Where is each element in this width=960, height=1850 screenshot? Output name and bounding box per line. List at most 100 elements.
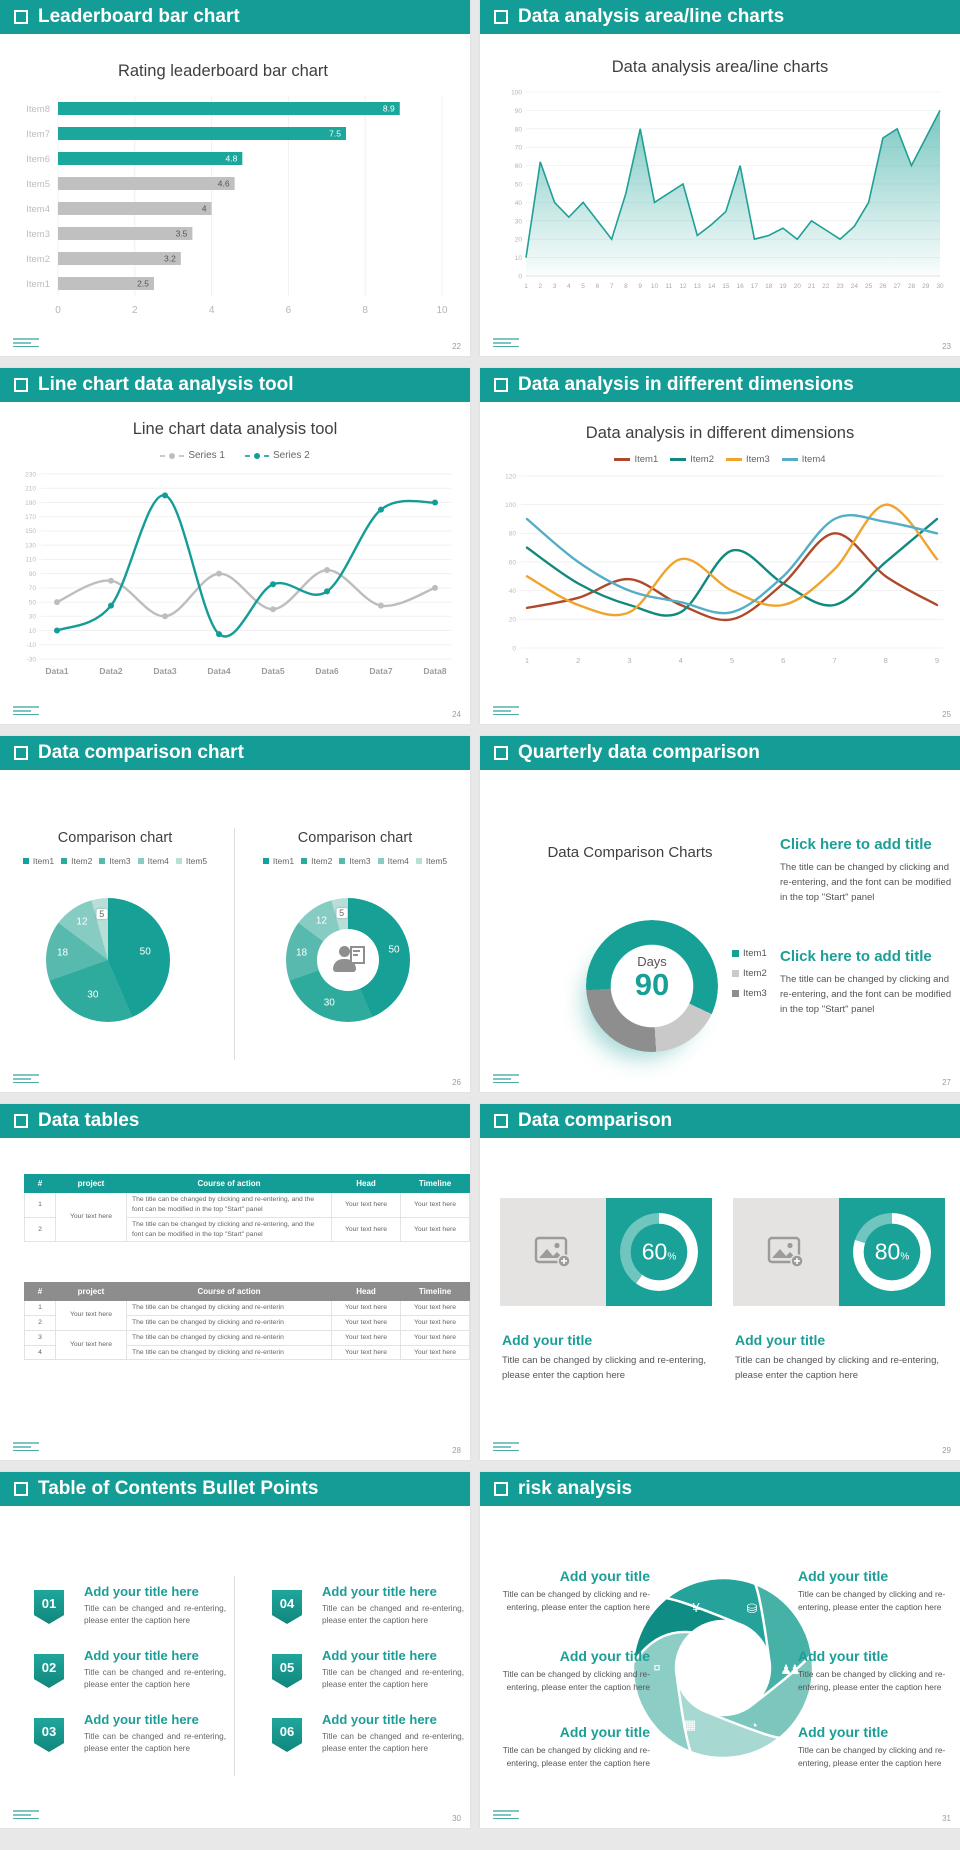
page-number: 23 — [942, 342, 951, 351]
svg-text:20: 20 — [515, 237, 523, 244]
pie-chart: 50 30 18 12 5 — [8, 882, 208, 1052]
table-cell: The title can be changed by clicking and… — [126, 1216, 332, 1243]
add-title-body-2: The title can be changed by clicking and… — [780, 974, 952, 1016]
footer-logo — [13, 1442, 39, 1451]
legend-item: Item1 — [22, 856, 54, 866]
table-cell: The title can be changed by clicking and… — [126, 1344, 332, 1361]
svg-text:8: 8 — [884, 656, 888, 665]
table-cell: Your text here — [331, 1192, 401, 1218]
legend-marker — [179, 454, 185, 457]
toc-item-caption: Title can be changed and re-entering, pl… — [84, 1604, 226, 1626]
svg-text:1: 1 — [525, 656, 529, 665]
presentation-board-icon — [350, 946, 365, 964]
legend-item: Item1 — [614, 454, 658, 465]
square-bullet-icon — [494, 746, 508, 760]
presenter-icon — [330, 945, 366, 975]
progress-ring-60 — [620, 1213, 698, 1291]
toc-item-title: Add your title here — [84, 1584, 199, 1599]
svg-text:40: 40 — [515, 200, 523, 207]
svg-text:22: 22 — [822, 283, 830, 290]
svg-text:26: 26 — [879, 283, 887, 290]
currency-icon: ¤ — [653, 1660, 661, 1675]
footer-logo — [13, 706, 39, 715]
svg-text:60: 60 — [515, 163, 523, 170]
slide-header-title: risk analysis — [518, 1478, 633, 1499]
svg-text:27: 27 — [894, 283, 902, 290]
svg-text:120: 120 — [505, 473, 516, 480]
svg-text:29: 29 — [922, 283, 930, 290]
svg-text:23: 23 — [836, 283, 844, 290]
svg-text:100: 100 — [511, 90, 522, 97]
svg-text:230: 230 — [25, 471, 36, 478]
slide-data-comparison-chart[interactable]: Data comparison chart Comparison chart C… — [0, 736, 470, 1092]
svg-text:130: 130 — [25, 542, 36, 549]
svg-text:-10: -10 — [27, 642, 37, 649]
slide-leaderboard-bar-chart[interactable]: Leaderboard bar chart Rating leaderboard… — [0, 0, 470, 356]
card-title-2: Add your title — [735, 1332, 826, 1348]
comparison-card-2: 80% — [733, 1198, 945, 1306]
svg-text:4: 4 — [202, 204, 207, 214]
svg-text:Data1: Data1 — [45, 666, 68, 676]
table-cell: Your text here — [400, 1329, 470, 1346]
donut-chart: 50 30 18 12 5 — [248, 882, 448, 1052]
svg-text:0: 0 — [512, 645, 516, 652]
pie-chart-icon: ◔ — [750, 1718, 758, 1734]
svg-text:28: 28 — [908, 283, 916, 290]
svg-text:Data3: Data3 — [153, 666, 176, 676]
legend-label: Item4 — [147, 856, 169, 866]
donut-center-label: Days 90 — [586, 954, 718, 1000]
table-cell: Your text here — [55, 1300, 127, 1331]
column-header: # — [24, 1282, 56, 1301]
square-bullet-icon — [494, 1482, 508, 1496]
toc-item-caption: Title can be changed and re-entering, pl… — [84, 1668, 226, 1690]
column-header: # — [24, 1174, 56, 1193]
slice-value-label: 18 — [295, 947, 308, 959]
slide-data-tables[interactable]: Data tables # project Course of action Head… — [0, 1104, 470, 1460]
svg-text:6: 6 — [596, 283, 600, 290]
risk-block-title: Add your title — [559, 1648, 650, 1664]
slide-quarterly-comparison[interactable]: Quarterly data comparison Data Compariso… — [480, 736, 960, 1092]
risk-block-caption: Title can be changed by clicking and re-… — [798, 1669, 946, 1692]
multi-line-chart: 0 20 40 60 80 100 120 1 2 3 4 5 6 7 8 9 — [505, 473, 943, 665]
slide-header-title: Data comparison chart — [38, 742, 244, 763]
legend-label: Series 2 — [273, 450, 310, 461]
square-bullet-icon — [14, 378, 28, 392]
footer-logo — [493, 706, 519, 715]
risk-block-title: Add your title — [798, 1568, 889, 1584]
svg-text:210: 210 — [25, 486, 36, 493]
svg-text:2.5: 2.5 — [137, 279, 149, 289]
moneybag-icon: ¥ — [692, 1599, 700, 1615]
page-number: 30 — [452, 1814, 461, 1823]
slide-area-line-charts[interactable]: Data analysis area/line charts Data anal… — [480, 0, 960, 356]
slide-toc-bullets[interactable]: Table of Contents Bullet Points 01 Add yo… — [0, 1472, 470, 1828]
footer-logo — [493, 1074, 519, 1083]
slide-dimension-analysis[interactable]: Data analysis in different dimensions Da… — [480, 368, 960, 724]
svg-text:80: 80 — [515, 126, 523, 133]
table-cell: The title can be changed by clicking and… — [126, 1314, 332, 1331]
slide-risk-analysis[interactable]: risk analysis ¥ ⛁ ♟♟ ◔ ▦ ¤ Add your title Titl… — [480, 1472, 960, 1828]
table-cell: 4 — [24, 1344, 56, 1361]
slice-value-label: 30 — [323, 997, 335, 1009]
toc-item-title: Add your title here — [322, 1648, 437, 1663]
risk-block-title: Add your title — [798, 1724, 889, 1740]
risk-block-title: Add your title — [798, 1648, 889, 1664]
svg-text:13: 13 — [694, 283, 702, 290]
svg-text:3: 3 — [627, 656, 631, 665]
table-cell: 2 — [24, 1216, 56, 1243]
table-cell: Your text here — [400, 1344, 470, 1361]
slide-line-chart-tool[interactable]: Line chart data analysis tool Line chart… — [0, 368, 470, 724]
table-cell: The title can be changed by clicking and… — [126, 1192, 332, 1218]
donut-legend: Item1 Item2 Item3 Item4 Item5 — [240, 856, 470, 866]
slide-data-comparison-cards[interactable]: Data comparison 60% Add your title Title… — [480, 1104, 960, 1460]
page-number: 26 — [452, 1078, 461, 1087]
image-placeholder — [500, 1198, 606, 1306]
table-cell: The title can be changed by clicking and… — [126, 1329, 332, 1346]
people-icon: ♟♟ — [780, 1662, 800, 1678]
legend-item: Item4 — [781, 454, 826, 465]
legend-item: Item2 — [670, 454, 714, 465]
toc-number-badge: 04 — [272, 1590, 302, 1624]
toc-item-caption: Title can be changed and re-entering, pl… — [322, 1668, 464, 1690]
chart-legend: Series 1 Series 2 — [0, 450, 470, 461]
legend-label: Item2 — [690, 454, 714, 465]
add-title-heading-1: Click here to add title — [780, 836, 932, 853]
